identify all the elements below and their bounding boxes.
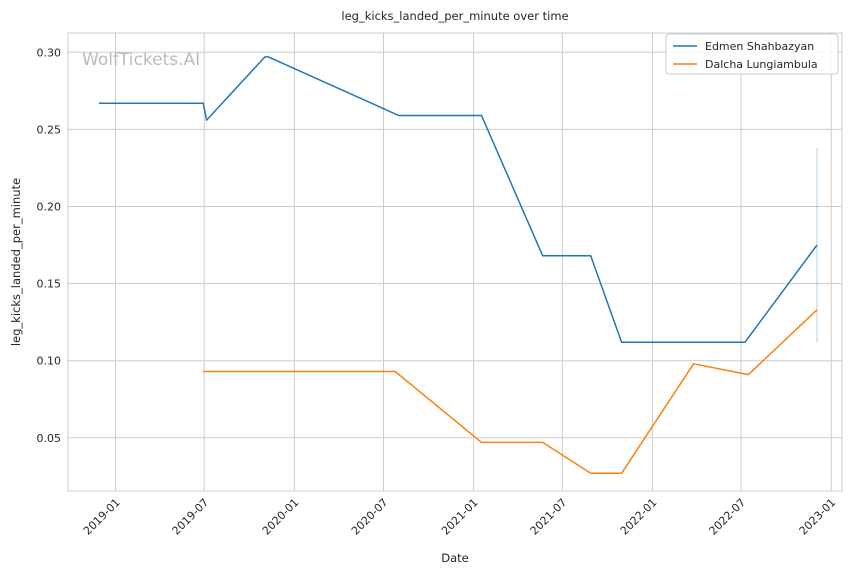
y-tick-label: 0.05 (37, 432, 62, 445)
legend-label-2: Dalcha Lungiambula (705, 58, 818, 71)
y-tick-label: 0.25 (37, 123, 62, 136)
legend: Edmen Shahbazyan Dalcha Lungiambula (665, 33, 839, 75)
legend-box (665, 33, 839, 75)
series-lines (98, 56, 818, 475)
legend-label-1: Edmen Shahbazyan (705, 40, 814, 53)
x-tick-label: 2022-07 (707, 496, 749, 538)
chart-title: leg_kicks_landed_per_minute over time (341, 9, 568, 23)
y-tick-label: 0.15 (37, 278, 62, 291)
x-tick-label: 2020-01 (260, 496, 302, 538)
x-tick-label: 2021-01 (439, 496, 481, 538)
x-tick-label: 2023-01 (797, 496, 839, 538)
series-line-2 (203, 309, 818, 475)
x-tick-label: 2020-07 (349, 496, 391, 538)
watermark-text: WolfTickets.AI (82, 50, 200, 70)
y-axis-ticks: 0.05 0.10 0.15 0.20 0.25 0.30 (37, 46, 62, 445)
x-tick-label: 2019-01 (81, 496, 123, 538)
y-tick-label: 0.20 (37, 200, 62, 213)
plot-area (67, 32, 843, 492)
grid-lines (68, 33, 842, 491)
y-axis-label: leg_kicks_landed_per_minute (9, 178, 23, 346)
x-axis-ticks: 2019-01 2019-07 2020-01 2020-07 2021-01 2021-… (81, 496, 838, 538)
x-tick-label: 2022-01 (618, 496, 660, 538)
x-tick-label: 2021-07 (528, 496, 570, 538)
y-tick-label: 0.10 (37, 355, 62, 368)
series-line-1 (98, 56, 818, 343)
y-tick-label: 0.30 (37, 46, 62, 59)
x-axis-label: Date (441, 551, 469, 565)
x-tick-label: 2019-07 (170, 496, 212, 538)
